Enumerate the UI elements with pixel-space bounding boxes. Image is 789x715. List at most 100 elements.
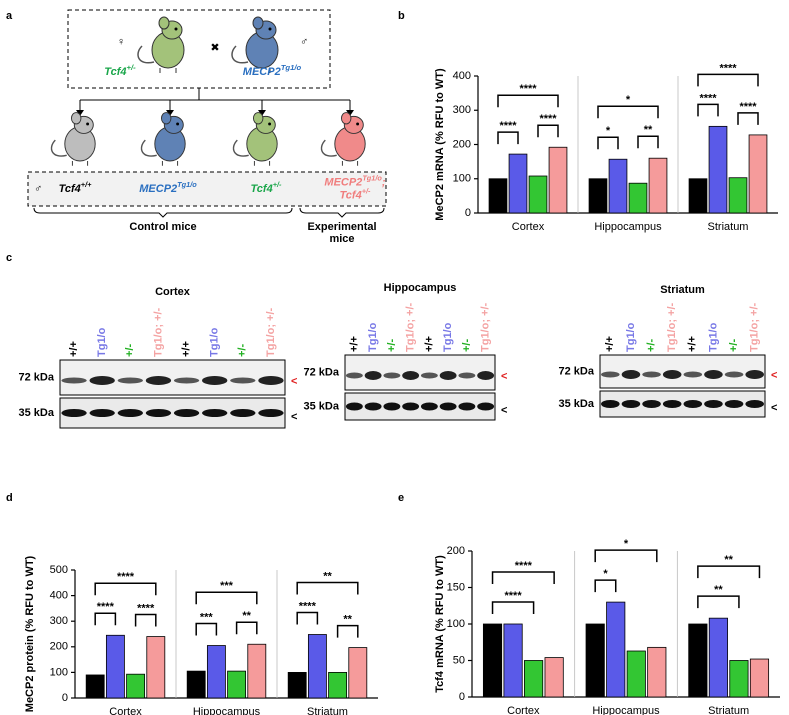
bar bbox=[548, 146, 568, 214]
mouse-tail bbox=[320, 139, 337, 157]
bar bbox=[186, 670, 206, 699]
gene-name: Tcf4 bbox=[59, 183, 81, 195]
significance-bracket bbox=[597, 136, 619, 150]
significance-label: **** bbox=[699, 92, 717, 104]
bar bbox=[206, 645, 226, 699]
x-tick-label: Cortex bbox=[109, 706, 142, 715]
bar bbox=[126, 673, 146, 699]
bar bbox=[585, 623, 605, 698]
genotype: +/- bbox=[127, 63, 137, 72]
significance-bracket bbox=[94, 582, 157, 596]
marker-label: 72 kDa bbox=[304, 366, 340, 378]
lane-label: +/- bbox=[237, 344, 249, 357]
male-symbol: ♂ bbox=[34, 183, 42, 195]
significance-label: *** bbox=[200, 611, 214, 623]
significance-label: **** bbox=[137, 602, 155, 614]
genotype-label: MECP2Tg1/o; bbox=[324, 173, 386, 188]
lane-label: Tg1/o; +/- bbox=[152, 307, 164, 357]
significance-label: **** bbox=[719, 62, 737, 74]
bar bbox=[307, 634, 327, 699]
genotype: Tg1/o bbox=[177, 180, 197, 189]
marker-label: 35 kDa bbox=[559, 398, 595, 410]
blot-band bbox=[173, 377, 200, 384]
bar bbox=[608, 158, 628, 214]
significance-bracket bbox=[594, 579, 617, 593]
significance-bracket bbox=[296, 581, 359, 595]
lane-label: +/- bbox=[645, 339, 657, 352]
blot-title: Hippocampus bbox=[384, 282, 457, 294]
lane-label: +/+ bbox=[423, 336, 435, 352]
lane-label: Tg1/o bbox=[96, 327, 108, 357]
bar bbox=[85, 674, 105, 699]
x-tick-label: Cortex bbox=[512, 221, 545, 233]
band-arrow: < bbox=[771, 369, 777, 381]
genotype: Tg1/o bbox=[362, 173, 382, 182]
bar bbox=[544, 657, 564, 698]
significance-label: **** bbox=[117, 571, 135, 583]
significance-label: ** bbox=[644, 124, 653, 136]
significance-label: * bbox=[603, 568, 608, 580]
significance-label: ** bbox=[724, 554, 733, 566]
blot-frame bbox=[59, 359, 286, 396]
lane-label: Tg1/o; +/- bbox=[480, 302, 492, 352]
y-tick-label: 0 bbox=[459, 691, 465, 703]
significance-bracket bbox=[497, 94, 559, 108]
band-arrow: < bbox=[501, 404, 507, 416]
blot-band bbox=[662, 370, 682, 379]
bar bbox=[227, 670, 247, 699]
significance-bracket bbox=[195, 622, 218, 636]
blot-title: Cortex bbox=[155, 286, 191, 298]
blot-band bbox=[601, 371, 620, 378]
bar bbox=[146, 636, 166, 699]
bar bbox=[647, 646, 667, 698]
mouse-tail bbox=[140, 139, 157, 157]
gene-name: Tcf4 bbox=[104, 66, 126, 78]
significance-bracket bbox=[94, 612, 117, 626]
lane-label: +/- bbox=[728, 339, 740, 352]
male-symbol: ♂ bbox=[300, 36, 308, 48]
arrow-head bbox=[76, 110, 84, 116]
genotype-label: Tcf4+/- bbox=[340, 186, 372, 201]
significance-bracket bbox=[594, 549, 658, 563]
marker-label: 72 kDa bbox=[559, 365, 595, 377]
y-tick-label: 200 bbox=[447, 545, 465, 557]
genotype-label: Tcf4+/- bbox=[104, 63, 136, 78]
marker-label: 35 kDa bbox=[304, 400, 340, 412]
blot-band bbox=[642, 400, 661, 408]
gene-name: MECP2 bbox=[243, 66, 281, 78]
gene-name: Tcf4 bbox=[340, 189, 362, 201]
bar bbox=[105, 634, 125, 699]
significance-label: **** bbox=[519, 83, 537, 95]
significance-label: ** bbox=[323, 570, 332, 582]
blot-band bbox=[89, 376, 115, 385]
band-arrow: < bbox=[501, 370, 507, 382]
blot-band bbox=[89, 409, 115, 417]
blot-band bbox=[145, 376, 172, 385]
cross-symbol: ✖ bbox=[210, 42, 219, 54]
bar bbox=[648, 157, 668, 214]
group-label: mice bbox=[329, 233, 354, 245]
blot-band bbox=[458, 402, 476, 411]
x-tick-label: Striatum bbox=[708, 221, 749, 233]
lane-label: Tg1/o; +/- bbox=[749, 302, 761, 352]
y-tick-label: 100 bbox=[447, 618, 465, 630]
y-tick-label: 50 bbox=[453, 654, 465, 666]
y-tick-label: 0 bbox=[62, 692, 68, 704]
genotype-label: MECP2Tg1/o bbox=[139, 180, 197, 195]
mouse-icon bbox=[232, 112, 278, 166]
bar bbox=[348, 647, 368, 699]
lane-label: +/- bbox=[124, 344, 136, 357]
marker-label: 35 kDa bbox=[19, 407, 55, 419]
significance-bracket bbox=[637, 135, 659, 149]
mouse-ear bbox=[160, 112, 172, 125]
genotype: +/- bbox=[273, 180, 282, 189]
blot-band bbox=[458, 372, 476, 379]
marker-label: 72 kDa bbox=[19, 371, 55, 383]
panel-label: b bbox=[398, 10, 405, 22]
blot-band bbox=[202, 409, 228, 417]
lane-label: +/+ bbox=[68, 341, 80, 357]
significance-label: **** bbox=[499, 120, 517, 132]
blot-band bbox=[601, 400, 620, 408]
blot-band bbox=[402, 402, 420, 411]
bar bbox=[508, 153, 528, 214]
